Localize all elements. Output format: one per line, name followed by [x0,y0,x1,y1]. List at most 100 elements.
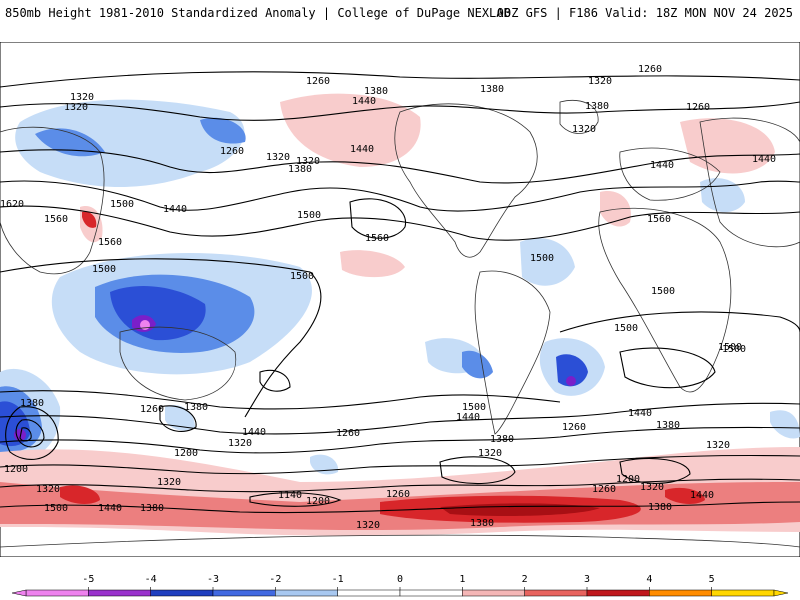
contour-1260-north [0,71,800,88]
colorbar-tick-label: 2 [522,574,528,585]
asia-outline [0,126,105,275]
colorbar-tick-label: -1 [332,574,344,585]
contour-low-southern-ocean-2 [619,457,691,484]
contour-label: 1500 [44,503,68,514]
colorbar-segment [88,589,151,597]
negative-anomaly-fill [0,99,800,475]
contour-label: 1320 [356,520,380,531]
colorbar-segment [524,589,588,597]
contour-1200-south [0,501,800,514]
colorbar-segment [649,589,712,597]
anomaly-peak-south-atlantic [566,376,576,386]
anomaly-blob-east-pacific-north [340,250,405,278]
contour-1560-east-pacific [349,198,407,239]
australia-outline [119,326,237,401]
contour-label: 1260 [220,146,244,157]
contour-label: 1320 [640,482,664,493]
europe-outline [619,147,721,201]
contour-label: 1440 [242,427,266,438]
contour-label: 1320 [478,448,502,459]
contour-label: 1260 [306,76,330,87]
anomaly-map: 1260 1320 1320 1380 1440 1380 1320 1260 … [0,42,800,557]
colorbar-ticks: -5 -4 -3 -2 -1 0 1 2 3 4 5 [82,574,715,590]
anomaly-blob-atlantic-south [665,487,705,504]
contour-1140-south [249,492,342,507]
colorbar: -5 -4 -3 -2 -1 0 1 2 3 4 5 [11,574,789,597]
contour-label: 1500 [718,342,742,353]
contour-label: 1200 [4,464,28,475]
contour-label: 1380 [184,402,208,413]
contour-label: 1260 [686,102,710,113]
contour-label: 1260 [336,428,360,439]
contour-1500-tropic [0,258,322,418]
colorbar-segment [586,589,650,597]
contour-low-south-indian-2 [15,419,45,448]
colorbar-tick-label: 1 [459,574,465,585]
contour-label: 1560 [44,214,68,225]
height-contours [0,71,800,514]
contour-label: 1500 [110,199,134,210]
contour-high-south-atlantic [619,347,716,389]
colorbar-segment [25,589,89,597]
anomaly-blob-north-pacific-core [35,128,105,157]
contour-label: 1380 [656,420,680,431]
map-title: 850mb Height 1981-2010 Standardized Anom… [5,6,511,20]
contour-label: 1380 [288,164,312,175]
contour-label: 1560 [98,237,122,248]
contour-label: 1500 [614,323,638,334]
contour-label: 1260 [638,64,662,75]
contour-label: 1260 [562,422,586,433]
colorbar-arrow-right [773,589,789,597]
colorbar-segment [399,589,463,597]
contour-label: 1440 [650,160,674,171]
contour-label: 1500 [297,210,321,221]
contour-label: 1320 [572,124,596,135]
colorbar-segment [212,589,276,597]
contour-high-south-pacific [259,369,291,392]
contour-label: 1320 [266,152,290,163]
contour-1380-north [0,149,800,184]
model-run-label: 00Z GFS | F186 Valid: 18Z MON NOV 24 202… [496,6,793,20]
africa-outline [598,207,732,393]
colorbar-segment [711,589,775,597]
contour-label: 1500 [462,402,486,413]
colorbar-segments [11,589,789,597]
colorbar-tick-label: -4 [145,574,157,585]
contour-label: 1560 [647,214,671,225]
contour-1320-north [0,101,800,121]
asia-east-outline [699,117,800,248]
contour-label: 1380 [140,503,164,514]
contour-label: 1380 [490,434,514,445]
contour-label: 1500 [722,344,746,355]
contour-label: 1320 [36,484,60,495]
contour-label: 1320 [157,477,181,488]
contour-label: 1200 [174,448,198,459]
contour-label: 1440 [628,408,652,419]
colorbar-segment [337,589,401,597]
contour-1500-north [0,205,800,241]
contour-label: 1440 [163,204,187,215]
colorbar-tick-label: -3 [207,574,219,585]
contour-1500-south [0,390,561,410]
contour-label: 1380 [480,84,504,95]
contour-label: 1440 [98,503,122,514]
greenland-outline [559,100,599,134]
anomaly-peak-indonesia [140,320,150,330]
continent-outlines [0,100,800,548]
colorbar-tick-label: 4 [646,574,652,585]
anomaly-blob-south-atlantic-core [556,354,588,387]
south-america-outline [474,270,551,435]
contour-1260-south [0,478,800,493]
contour-label: 1380 [20,398,44,409]
contour-1380-south [0,426,800,454]
contour-low-south-indian-3 [19,427,32,442]
contour-low-south-indian-1 [5,406,59,460]
antarctica-outline [0,534,800,548]
anomaly-blob-southern-ocean-3 [770,410,800,439]
contour-label: 1380 [585,101,609,112]
positive-anomaly-fill [0,93,800,536]
contour-label: 1440 [352,96,376,107]
contour-label: 1440 [456,412,480,423]
contour-labels: 1260 1320 1320 1380 1440 1380 1320 1260 … [0,64,776,531]
contour-label: 1320 [706,440,730,451]
